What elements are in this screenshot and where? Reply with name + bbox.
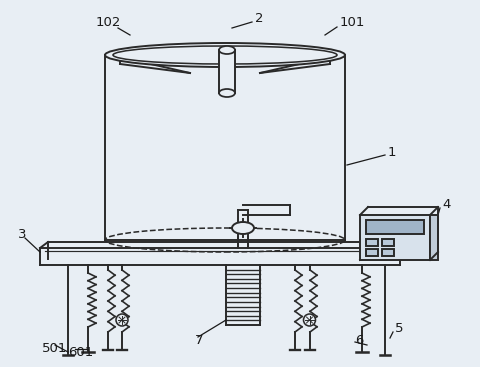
Text: 6: 6 [355,334,363,346]
Circle shape [303,314,315,326]
Ellipse shape [113,46,337,64]
Text: 2: 2 [255,11,264,25]
Ellipse shape [232,222,254,234]
Bar [382,239,394,246]
Text: 101: 101 [340,15,365,29]
Ellipse shape [105,43,345,67]
Text: 1: 1 [388,145,396,159]
Text: 3: 3 [18,229,26,241]
Bar [366,220,424,234]
Circle shape [116,314,128,326]
Ellipse shape [219,89,235,97]
Text: 4: 4 [442,199,450,211]
Text: 601: 601 [68,345,93,359]
Bar [360,215,430,260]
Ellipse shape [219,46,235,54]
Bar [366,249,378,256]
Bar [430,215,438,260]
Text: 7: 7 [195,334,204,346]
Text: 102: 102 [96,15,120,29]
Bar [382,249,394,256]
Text: 5: 5 [395,321,404,334]
Text: 501: 501 [42,342,67,355]
Bar [219,50,235,93]
Bar [366,239,378,246]
